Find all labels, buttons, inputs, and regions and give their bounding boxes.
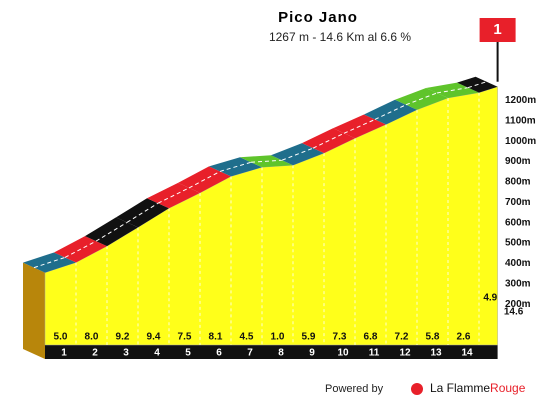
x-tick-label: 4 xyxy=(154,348,160,359)
x-tick-label: 12 xyxy=(399,348,411,359)
x-tick-label: 10 xyxy=(337,348,349,359)
y-tick-label: 900m xyxy=(505,156,531,167)
gradient-label: 9.2 xyxy=(116,332,130,343)
x-tick-label: 14.6 xyxy=(504,307,524,318)
brand-main: La Flamme xyxy=(430,381,490,395)
gradient-label: 5.0 xyxy=(54,332,68,343)
chart-subtitle: 1267 m - 14.6 Km al 6.6 % xyxy=(269,30,411,44)
y-tick-label: 800m xyxy=(505,177,531,188)
summit-flag xyxy=(479,18,516,42)
base-band xyxy=(45,345,498,359)
x-tick-label: 9 xyxy=(309,348,315,359)
y-tick-label: 300m xyxy=(505,278,531,289)
footer: Powered by La FlammeRouge xyxy=(325,381,526,395)
x-tick-label: 3 xyxy=(123,348,129,359)
x-tick-label: 13 xyxy=(430,348,442,359)
y-tick-label: 200m xyxy=(505,299,531,310)
summit-label: 1 xyxy=(493,21,501,38)
strip-dash xyxy=(343,118,376,134)
strip-dash xyxy=(64,240,97,258)
y-tick-label: 1100m xyxy=(505,115,536,126)
x-tick-label: 8 xyxy=(278,348,284,359)
footer-brand: La FlammeRouge xyxy=(430,381,526,395)
gradient-label: 5.8 xyxy=(426,332,440,343)
gradient-label: 8.0 xyxy=(85,332,99,343)
strip-dash xyxy=(467,81,487,89)
gradient-label: 5.9 xyxy=(302,332,316,343)
y-tick-label: 400m xyxy=(505,258,531,269)
x-tick-label: 2 xyxy=(92,348,98,359)
gradient-label: 4.5 xyxy=(240,332,254,343)
y-tick-label: 1200m xyxy=(505,95,536,106)
strip-dash xyxy=(312,132,345,149)
strip-dash xyxy=(126,202,159,223)
strip-dash xyxy=(250,159,283,163)
gradient-strip xyxy=(116,198,169,228)
strip-dash xyxy=(436,87,469,94)
x-tick-label: 14 xyxy=(461,348,473,359)
gradient-label: 9.4 xyxy=(147,332,161,343)
x-tick-label: 1 xyxy=(61,348,67,359)
strip-dash xyxy=(374,104,407,120)
x-tick-label: 7 xyxy=(247,348,253,359)
strip-dash xyxy=(95,221,128,242)
gradient-label: 7.2 xyxy=(395,332,409,343)
gradient-label: 4.9 xyxy=(483,293,497,304)
brand-icon xyxy=(411,383,423,395)
strip-dash xyxy=(219,161,252,172)
strip-dash xyxy=(157,187,190,204)
gradient-label: 7.3 xyxy=(333,332,347,343)
y-tick-label: 600m xyxy=(505,217,531,228)
gradient-label: 7.5 xyxy=(178,332,192,343)
strip-dash xyxy=(281,147,314,161)
side-face xyxy=(23,262,45,359)
x-tick-label: 11 xyxy=(369,348,380,359)
strip-dash xyxy=(33,256,66,269)
x-tick-label: 5 xyxy=(185,348,191,359)
y-tick-label: 700m xyxy=(505,197,531,208)
x-tick-label: 6 xyxy=(216,348,222,359)
gradient-label: 1.0 xyxy=(271,332,285,343)
y-tick-label: 1000m xyxy=(505,136,536,147)
gradient-label: 6.8 xyxy=(364,332,378,343)
gradient-label: 2.6 xyxy=(457,332,471,343)
gradient-strip xyxy=(85,217,138,247)
brand-accent: Rouge xyxy=(490,381,526,395)
footer-powered: Powered by xyxy=(325,383,384,395)
y-tick-label: 500m xyxy=(505,238,531,249)
gradient-label: 8.1 xyxy=(209,332,223,343)
strip-dash xyxy=(188,170,221,189)
chart-title: Pico Jano xyxy=(278,9,358,26)
profile-area xyxy=(44,86,498,346)
strip-dash xyxy=(405,92,438,106)
